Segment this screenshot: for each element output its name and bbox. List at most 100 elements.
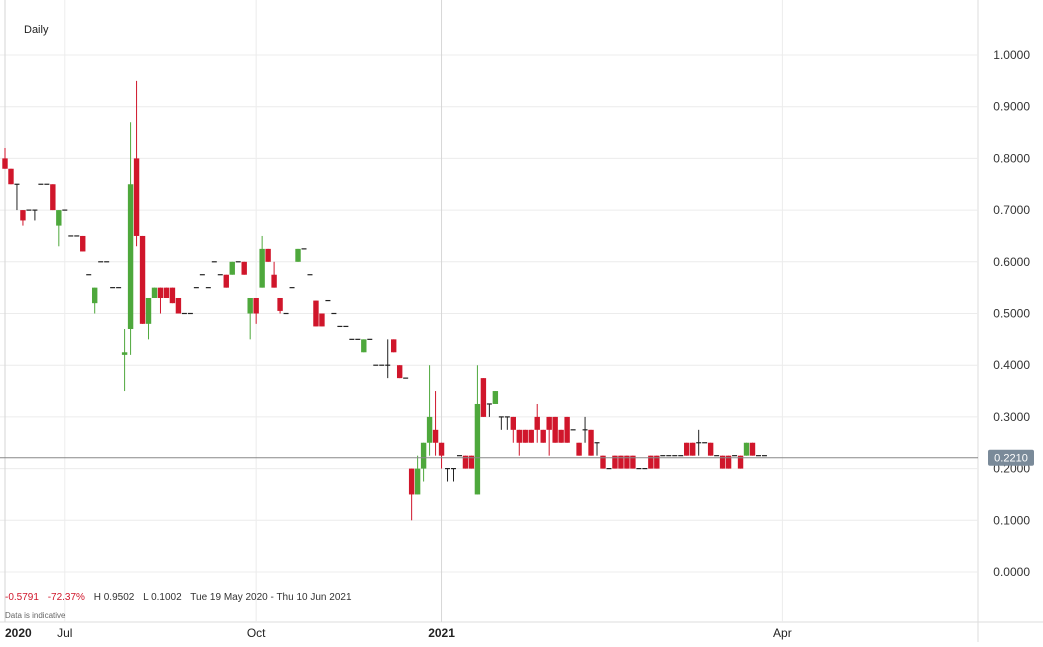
- candle[interactable]: [163, 287, 170, 298]
- candle[interactable]: [169, 287, 176, 304]
- candle-body: [719, 455, 726, 469]
- candle[interactable]: [486, 403, 492, 417]
- candle[interactable]: [277, 297, 283, 314]
- candle[interactable]: [391, 339, 397, 353]
- candle[interactable]: [295, 248, 301, 262]
- candle[interactable]: [451, 468, 456, 482]
- candle-body: [648, 455, 654, 469]
- candle-body: [241, 261, 247, 275]
- candle[interactable]: [241, 261, 247, 275]
- candle-body: [8, 168, 14, 185]
- candle-body: [139, 235, 146, 324]
- candle-body: [163, 287, 170, 298]
- candle[interactable]: [684, 442, 690, 456]
- candle[interactable]: [480, 378, 487, 417]
- candle-body: [480, 378, 487, 417]
- candle[interactable]: [690, 442, 696, 456]
- candle-body: [145, 297, 152, 324]
- candle[interactable]: [516, 429, 522, 456]
- candle[interactable]: [265, 248, 271, 262]
- candle[interactable]: [32, 209, 38, 221]
- candle[interactable]: [540, 429, 546, 443]
- candle[interactable]: [271, 261, 277, 288]
- candle[interactable]: [229, 261, 235, 275]
- candle-body: [259, 248, 265, 288]
- period-label[interactable]: Daily: [24, 24, 49, 36]
- x-tick-label: Oct: [247, 626, 266, 640]
- candle[interactable]: [420, 442, 427, 482]
- candle[interactable]: [582, 416, 588, 443]
- candle[interactable]: [80, 235, 86, 252]
- candle[interactable]: [157, 287, 164, 314]
- candle-body: [319, 313, 325, 327]
- candle[interactable]: [121, 329, 128, 392]
- candle[interactable]: [576, 442, 582, 456]
- candle[interactable]: [139, 235, 146, 324]
- summary-stats: -0.5791 -72.37% H 0.9502 L 0.1002 Tue 19…: [5, 592, 358, 603]
- candle[interactable]: [743, 442, 750, 456]
- candle[interactable]: [696, 429, 702, 456]
- candle[interactable]: [319, 313, 325, 327]
- candle[interactable]: [528, 429, 534, 443]
- candle[interactable]: [414, 455, 421, 495]
- candle-body: [624, 455, 630, 469]
- candle-body: [157, 287, 164, 298]
- candle[interactable]: [385, 339, 391, 379]
- candle-body: [133, 158, 140, 236]
- candle-body: [175, 297, 182, 314]
- candle[interactable]: [438, 442, 445, 469]
- candle[interactable]: [259, 235, 265, 288]
- candle[interactable]: [361, 339, 367, 353]
- candle[interactable]: [14, 183, 20, 211]
- candle[interactable]: [492, 391, 499, 404]
- current-price-tag: [988, 449, 1034, 466]
- candle[interactable]: [522, 429, 528, 443]
- candle[interactable]: [445, 468, 451, 482]
- candle[interactable]: [534, 403, 540, 443]
- candle[interactable]: [552, 416, 558, 443]
- candle[interactable]: [396, 365, 403, 379]
- candle[interactable]: [253, 297, 259, 324]
- candle[interactable]: [50, 184, 56, 211]
- candle-body: [426, 416, 433, 443]
- candle-body: [391, 339, 397, 353]
- candle[interactable]: [426, 365, 433, 456]
- candle[interactable]: [564, 416, 570, 443]
- candle[interactable]: [546, 416, 552, 456]
- candle[interactable]: [92, 287, 98, 314]
- candle[interactable]: [707, 442, 714, 456]
- candle[interactable]: [2, 148, 8, 169]
- candle[interactable]: [175, 297, 182, 314]
- candle[interactable]: [432, 391, 439, 456]
- candle[interactable]: [588, 429, 594, 456]
- candle[interactable]: [498, 416, 504, 430]
- y-tick-label: 0.9000: [993, 100, 1030, 114]
- candle[interactable]: [145, 297, 152, 340]
- candle[interactable]: [56, 210, 62, 247]
- candle-body: [432, 429, 439, 443]
- candle[interactable]: [20, 210, 26, 226]
- candle[interactable]: [8, 168, 14, 185]
- candle[interactable]: [504, 416, 510, 430]
- candle[interactable]: [133, 80, 140, 247]
- candle-body: [127, 184, 134, 330]
- candle[interactable]: [247, 297, 253, 340]
- candle[interactable]: [510, 416, 516, 443]
- candle[interactable]: [749, 442, 756, 456]
- candle[interactable]: [558, 429, 564, 443]
- candle[interactable]: [408, 468, 415, 521]
- candle[interactable]: [313, 300, 319, 327]
- candle[interactable]: [223, 274, 229, 288]
- candle-body: [618, 455, 624, 469]
- candle[interactable]: [474, 365, 481, 495]
- candle-body: [630, 455, 636, 469]
- candle[interactable]: [151, 287, 158, 298]
- candle[interactable]: [127, 122, 134, 355]
- candle-body: [546, 416, 552, 430]
- candle-body: [414, 468, 421, 495]
- candles: [2, 80, 767, 521]
- candle-body: [420, 442, 427, 469]
- candle[interactable]: [594, 442, 600, 456]
